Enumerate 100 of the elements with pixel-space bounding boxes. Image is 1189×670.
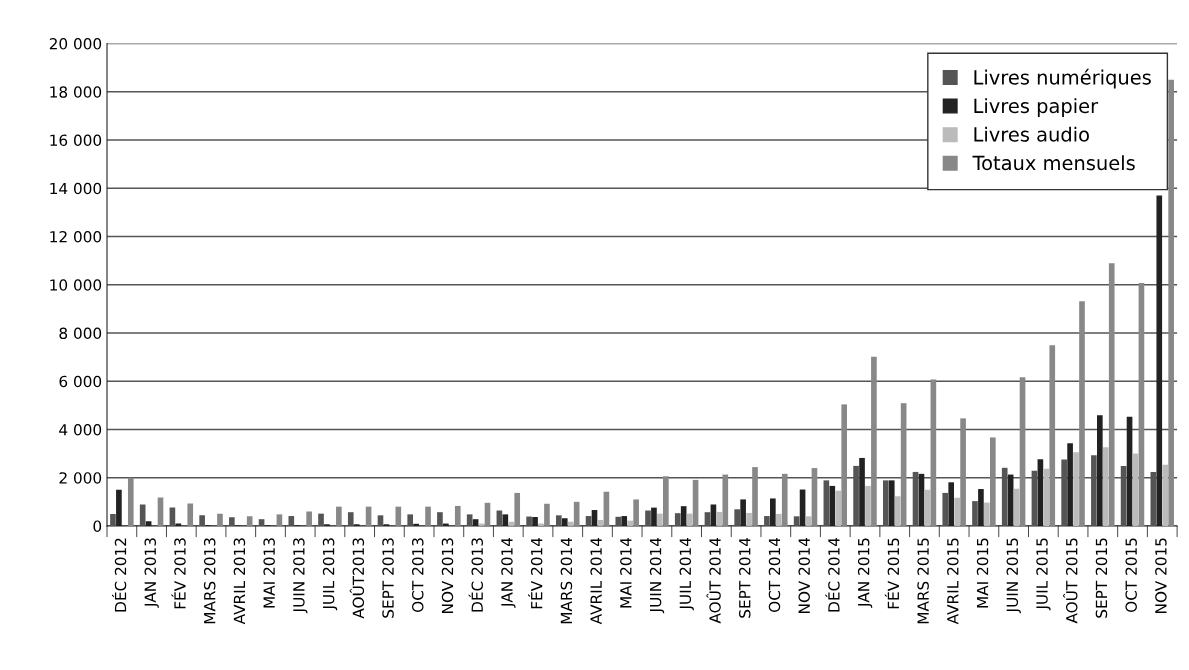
bar <box>775 513 782 526</box>
bar <box>954 497 960 526</box>
y-tick-label: 10 000 <box>50 279 102 291</box>
bar <box>722 474 729 526</box>
x-tick-label: SEPT 2015 <box>1095 538 1108 618</box>
x-tick-label: OCT 2014 <box>768 537 781 612</box>
x-tick-label: JAN 2015 <box>857 538 873 608</box>
bar <box>544 503 550 526</box>
bar <box>229 517 235 526</box>
x-tick-label: AOÛT 2015 <box>1063 538 1078 624</box>
y-tick-label: 6 000 <box>59 375 102 388</box>
x-tick-label: OCT 2013 <box>412 538 424 612</box>
bar <box>960 418 966 526</box>
x-tick-label: AVRIL 2014 <box>590 537 602 625</box>
bar <box>514 492 521 526</box>
bar <box>1049 345 1056 526</box>
x-tick-label: MAI 2014 <box>620 537 632 608</box>
bar <box>377 515 384 526</box>
bar <box>1073 452 1079 526</box>
x-tick-label: FÉV 2013 <box>171 538 186 609</box>
x-tick-label: JUIN 2014 <box>649 537 665 614</box>
bar <box>217 513 223 526</box>
bar <box>805 516 812 526</box>
x-tick-label: SEPT 2013 <box>382 538 394 618</box>
bar <box>246 516 253 526</box>
bar <box>865 485 871 526</box>
bar <box>633 499 639 526</box>
bar <box>841 404 848 526</box>
y-tick-label: 8 000 <box>59 327 102 340</box>
x-tick-label: MAI 2015 <box>976 538 989 608</box>
bar <box>395 506 402 526</box>
y-tick-label: 16 000 <box>50 134 102 147</box>
bar <box>336 506 342 526</box>
bar <box>793 516 800 526</box>
bar <box>567 521 574 526</box>
x-tick-label: AOÛT 2014 <box>706 537 721 624</box>
x-tick-label: AVRIL 2013 <box>233 538 246 625</box>
bar <box>704 512 711 526</box>
y-tick-label: 20 000 <box>49 38 102 50</box>
bar <box>556 515 562 526</box>
bar <box>645 510 651 526</box>
bar <box>127 477 134 526</box>
bar <box>157 497 164 526</box>
bar <box>942 492 949 526</box>
bar <box>1043 468 1050 526</box>
x-tick-label: AOÛT2013 <box>349 538 365 619</box>
bar <box>1168 79 1174 526</box>
bar <box>318 513 324 526</box>
x-tick-label: NOV 2014 <box>798 537 810 613</box>
bar <box>657 513 663 526</box>
bar <box>984 502 990 526</box>
bar <box>734 509 740 526</box>
bar <box>746 512 752 526</box>
y-tick-label: 14 000 <box>50 182 102 195</box>
bar <box>276 514 283 526</box>
bar <box>752 467 758 526</box>
y-tick-label: 2 000 <box>59 472 102 484</box>
x-tick-label: JUIN 2015 <box>1006 538 1021 614</box>
bar <box>1108 263 1115 526</box>
bar <box>894 496 901 526</box>
bar <box>764 516 770 526</box>
legend-label: Livres papier <box>974 98 1099 117</box>
x-tick-label: DÉC 2013 <box>468 538 484 612</box>
bar <box>882 480 889 526</box>
x-tick-label: DÉC 2014 <box>825 537 840 612</box>
x-tick-label: JUIL 2014 <box>679 537 694 611</box>
x-tick-label: DÉC 2012 <box>111 538 127 612</box>
bar <box>663 476 669 526</box>
bar <box>972 501 978 526</box>
bar <box>258 519 265 526</box>
bar <box>347 512 354 526</box>
legend-label: Livres audio <box>974 126 1089 142</box>
bar <box>627 520 633 526</box>
y-tick-label: 0 <box>93 520 102 532</box>
x-tick-label: JUIL 2015 <box>1036 538 1051 611</box>
bar <box>835 490 842 526</box>
bar <box>526 516 532 526</box>
y-tick-label: 4 000 <box>59 423 102 436</box>
bar <box>110 513 116 526</box>
x-tick-label: AVRIL 2015 <box>947 538 959 625</box>
bar <box>437 512 443 526</box>
x-tick-label: MARS 2014 <box>560 537 573 624</box>
x-tick-label: OCT 2015 <box>1125 538 1137 612</box>
bar <box>454 505 461 526</box>
x-tick-label: NOV 2013 <box>441 538 454 613</box>
bar <box>781 473 788 526</box>
legend-label: Totaux mensuels <box>972 155 1135 171</box>
x-tick-label: NOV 2015 <box>1155 538 1167 613</box>
bar <box>1079 301 1085 526</box>
bar <box>306 511 312 526</box>
bar <box>1102 447 1109 526</box>
x-tick-label: FÉV 2015 <box>884 538 900 609</box>
x-tick-label: FÉV 2014 <box>528 537 543 609</box>
bar <box>187 503 194 526</box>
bar <box>871 356 877 526</box>
bar <box>1162 464 1169 526</box>
x-tick-label: MARS 2013 <box>203 538 216 624</box>
bar <box>407 514 414 526</box>
x-tick-label: MARS 2015 <box>917 538 929 624</box>
x-tick-label: JAN 2014 <box>501 537 516 608</box>
